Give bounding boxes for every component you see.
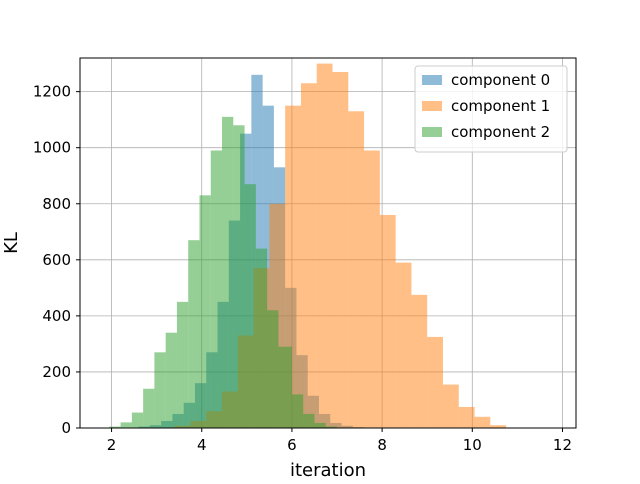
histogram-bar: [395, 262, 412, 428]
y-tick-label: 1000: [33, 139, 71, 157]
histogram-bar: [109, 426, 121, 428]
histogram-bar: [233, 125, 245, 428]
histogram-bar: [120, 422, 132, 428]
histogram-bar: [427, 336, 443, 428]
x-axis-label: iteration: [290, 460, 366, 480]
histogram-bar: [154, 352, 166, 428]
histogram-bar: [267, 310, 279, 428]
histogram-bar: [332, 72, 349, 429]
series-2-bars: [109, 116, 338, 428]
legend-swatch: [422, 127, 442, 137]
y-tick-label: 0: [61, 419, 71, 437]
legend: component 0 component 1 component 2: [414, 65, 568, 153]
histogram-bar: [176, 301, 189, 428]
histogram-bar: [490, 425, 507, 428]
x-tick-label: 10: [463, 436, 482, 454]
plot-frame: [79, 57, 577, 429]
y-tick-label: 400: [42, 307, 71, 325]
histogram-bar: [303, 413, 315, 428]
histogram-bar: [474, 416, 491, 428]
y-tick-label: 1200: [33, 83, 71, 101]
histogram-bar: [244, 184, 256, 428]
x-tick-label: 6: [287, 436, 297, 454]
histogram-bar: [364, 150, 380, 428]
legend-label: component 2: [451, 123, 550, 141]
histogram-bar: [442, 384, 459, 428]
histogram-bar: [316, 63, 333, 429]
histogram-bar: [222, 116, 234, 428]
histogram-bar: [325, 426, 338, 428]
histogram-bar: [291, 394, 304, 428]
histogram-bar: [348, 111, 365, 429]
y-tick-label: 200: [42, 363, 71, 381]
x-tick-label: 12: [553, 436, 572, 454]
histogram-bar: [411, 294, 428, 428]
histogram-bar: [458, 406, 475, 428]
x-tick-label: 4: [197, 436, 207, 454]
x-tick-label: 8: [377, 436, 387, 454]
axis-ticks: 2 4 6 8 10 12 0 200 400 600 800 1000 1200: [33, 83, 572, 454]
legend-swatch: [422, 101, 442, 111]
histogram-bar: [165, 332, 177, 428]
histogram-bar: [188, 240, 200, 428]
histogram-bar: [278, 346, 292, 428]
histogram-bar: [314, 422, 326, 428]
histogram-bar: [131, 412, 144, 428]
y-axis-label: KL: [1, 232, 22, 254]
y-tick-label: 600: [42, 251, 71, 269]
x-tick-label: 2: [107, 436, 117, 454]
legend-swatch: [422, 75, 442, 85]
legend-box: [414, 65, 568, 153]
histogram-bar: [300, 83, 317, 429]
y-tick-label: 800: [42, 195, 71, 213]
histogram-bar: [143, 388, 155, 428]
histogram-bar: [199, 195, 211, 428]
histogram-bar: [379, 214, 396, 428]
legend-label: component 0: [451, 71, 550, 89]
histogram-bars: [109, 63, 507, 429]
histogram-bar: [210, 150, 223, 428]
histogram-bar: [255, 248, 268, 428]
legend-label: component 1: [451, 97, 550, 115]
histogram-bar: [262, 105, 274, 428]
